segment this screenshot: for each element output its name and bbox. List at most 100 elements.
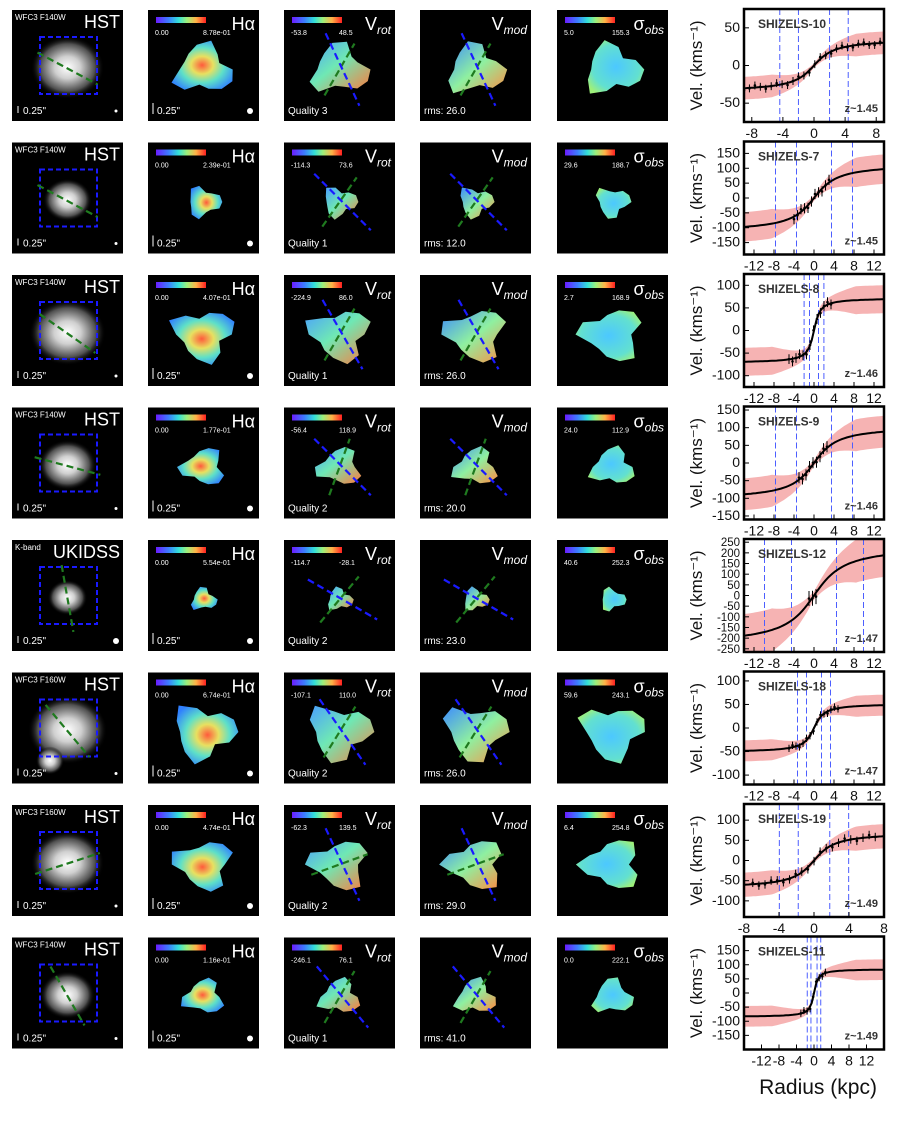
- x-tick-label: -12: [744, 523, 764, 539]
- data-point: [805, 1009, 809, 1013]
- psf-marker: [113, 638, 119, 644]
- psf-marker: [114, 507, 118, 510]
- data-point: [788, 878, 791, 881]
- data-point: [822, 304, 826, 308]
- x-tick-label: -8: [773, 1053, 786, 1069]
- y-tick-label: 150: [717, 401, 741, 417]
- photometric-axis-line: [457, 299, 500, 370]
- y-tick-label: 0: [734, 591, 740, 603]
- y-tick-label: 50: [724, 436, 740, 452]
- panel-subscript: mod: [504, 951, 528, 965]
- data-point: [857, 42, 860, 46]
- data-point: [794, 872, 797, 876]
- dispersion-map-blob: [575, 840, 638, 888]
- scale-bar-label: 0.25": [23, 901, 46, 912]
- rotation-curve-plot: SHIZELS-10 z~1.45 -8 -4 0 4 8 50 0 -50 Vel. (kms⁻¹…: [687, 7, 886, 141]
- data-point: [808, 343, 812, 347]
- rotation-curve-plot: SHIZELS-9z~1.46-12 -8 -4 0 4 8 12150100500-50-…: [687, 401, 886, 539]
- photometric-axis-line: [307, 578, 378, 621]
- y-tick-label: 50: [724, 174, 740, 190]
- colorbar-min: -224.9: [291, 295, 311, 302]
- x-tick-label: 4: [830, 788, 838, 804]
- y-tick-label: 50: [724, 19, 740, 35]
- panel-subscript: mod: [504, 23, 528, 37]
- psf-marker: [114, 109, 118, 113]
- data-point: [818, 55, 822, 59]
- data-point: [824, 846, 828, 850]
- kinematic-axis-line: [310, 853, 369, 876]
- halpha-map-blob: [169, 312, 235, 365]
- colorbar-min: 0.00: [155, 560, 169, 567]
- halpha-map-blob: [190, 185, 223, 220]
- colorbar-min: -107.1: [291, 693, 311, 700]
- kinematic-axis-line: [457, 176, 494, 228]
- data-point: [801, 741, 805, 745]
- instrument-label: WFC3 F140W: [15, 278, 66, 287]
- velocity-map-blob: [316, 976, 361, 1012]
- x-tick-label: 12: [866, 788, 882, 804]
- x-tick-label: 8: [880, 920, 888, 936]
- y-tick-label: -150: [712, 234, 740, 250]
- y-tick-label: 50: [724, 695, 740, 711]
- data-point: [824, 54, 827, 57]
- kinematic-axis-line: [322, 705, 357, 759]
- y-tick-label: -150: [712, 507, 740, 523]
- data-point: [878, 40, 882, 43]
- halpha-map-title: Hα: [232, 147, 255, 167]
- scale-bar-label: 0.25": [23, 769, 46, 780]
- data-point: [814, 595, 818, 598]
- data-point: [808, 465, 811, 468]
- instrument-label: WFC3 F140W: [15, 146, 66, 155]
- data-point: [796, 213, 799, 217]
- zoom-box: [39, 301, 98, 360]
- y-tick-label: 0: [732, 719, 740, 735]
- rotation-curve-plot: SHIZELS-7z~1.45-12 -8 -4 0 4 8 12150100500-50-…: [687, 140, 886, 274]
- dispersion-map-blob: [591, 977, 634, 1013]
- position-angle-line: [44, 704, 91, 758]
- data-point: [802, 1009, 806, 1012]
- panel-subscript: obs: [645, 951, 664, 965]
- colorbar-min: 29.6: [564, 163, 578, 170]
- data-point: [806, 206, 810, 210]
- halpha-map-title: Hα: [232, 809, 255, 829]
- position-angle-line: [49, 966, 86, 1026]
- scale-bar-label: 0.25": [157, 371, 180, 382]
- data-point: [803, 206, 806, 210]
- scale-bar-label: 0.25": [157, 769, 180, 780]
- y-axis-label: Vel. (kms⁻¹): [687, 285, 706, 375]
- redshift-label: z~1.49: [845, 898, 878, 910]
- data-point: [867, 43, 871, 47]
- y-tick-label: 150: [717, 942, 741, 958]
- data-point: [801, 353, 805, 357]
- x-tick-label: -4: [773, 920, 786, 936]
- rotation-curve-plot: SHIZELS-19 z~1.49 -8 -4 0 4 8 100 50 0 -50 -100 Vel.…: [687, 802, 888, 936]
- colorbar-max: 112.9: [612, 428, 629, 435]
- y-tick-label: 100: [717, 276, 741, 292]
- photometric-axis-line: [460, 32, 497, 107]
- panel-subscript: rot: [377, 23, 392, 37]
- data-point: [826, 712, 829, 715]
- dispersion-map-blob: [587, 445, 635, 483]
- data-point: [775, 879, 779, 882]
- y-axis-label: Vel. (kms⁻¹): [687, 683, 706, 773]
- position-angle-line: [34, 456, 101, 476]
- data-point: [794, 744, 798, 748]
- colorbar-max: 5.54e-01: [203, 560, 231, 567]
- y-tick-label: -50: [720, 472, 740, 488]
- psf-marker: [114, 1037, 118, 1040]
- scale-bar-label: 0.25": [23, 1034, 46, 1045]
- panel-subscript: mod: [504, 288, 528, 302]
- galaxy-row: WFC3 F140W HST 0.25" 0.00 1.77e-01 Hα 0.25" -56…: [12, 401, 886, 539]
- zoom-box: [39, 168, 98, 228]
- data-point: [798, 352, 801, 356]
- y-tick-label: -100: [712, 892, 740, 908]
- beam-marker: [247, 505, 253, 512]
- data-point: [821, 974, 824, 978]
- data-point: [808, 1007, 812, 1011]
- data-point: [813, 192, 817, 196]
- data-point: [815, 720, 819, 724]
- colorbar-min: 0.00: [155, 825, 169, 832]
- y-tick-label: -100: [712, 1012, 740, 1028]
- scale-bar-label: 0.25": [157, 504, 180, 515]
